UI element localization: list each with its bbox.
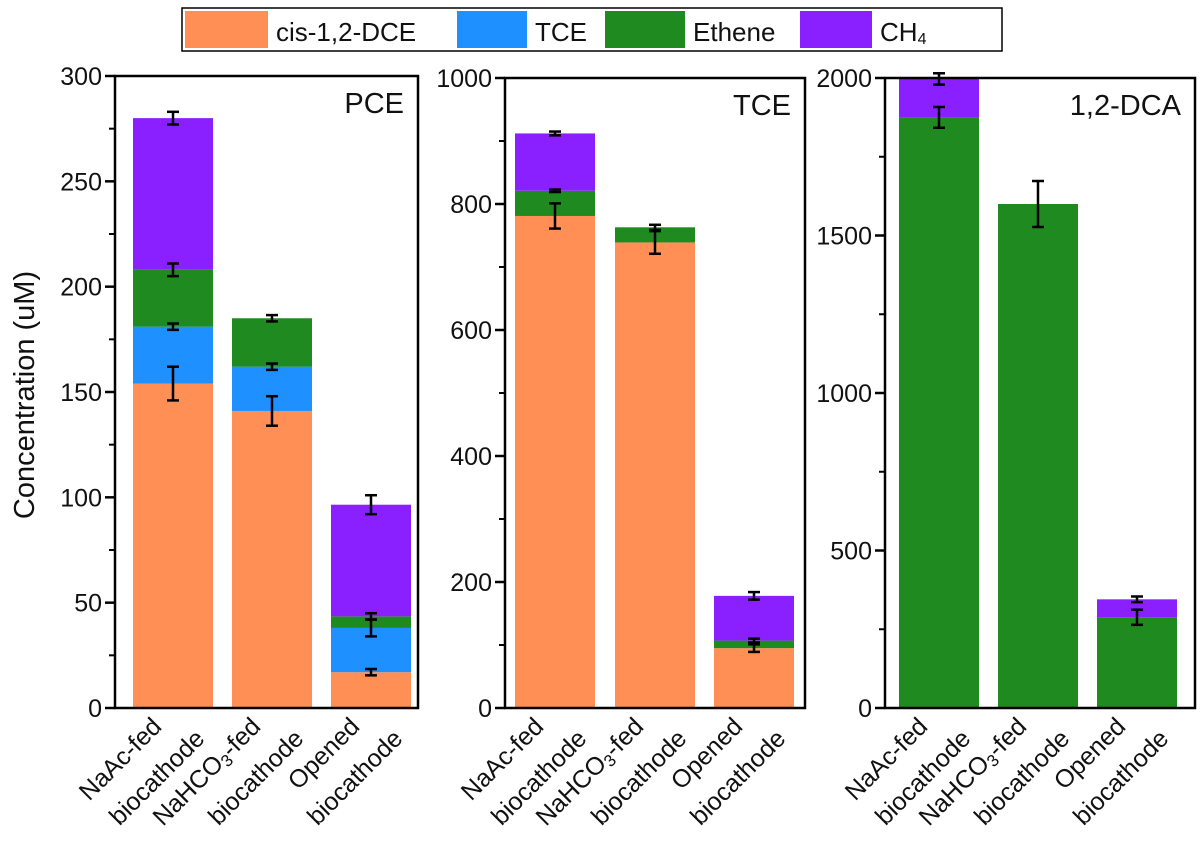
panel-1-2-dca: 05001000150020001,2-DCANaAc-fedbiocathod… [816,65,1197,831]
bar-1-2-dca-cat3-ch4 [1097,599,1177,618]
bar-pce-cat1-ethene [133,269,213,327]
y-tick-label-pce-50: 50 [74,590,102,618]
panel-title-1-2-dca: 1,2-DCA [1070,90,1182,122]
y-tick-label-tce-400: 400 [450,443,492,471]
y-tick-label-pce-250: 250 [60,168,102,196]
error-bar-tce-cat3-cis-1-2-dce [748,643,760,654]
error-bar-tce-cat2-ethene [649,223,661,232]
y-tick-label-pce-0: 0 [88,695,102,723]
bar-pce-cat2-ethene [232,318,312,367]
y-tick-label-pce-300: 300 [60,63,102,91]
legend-item-tce: TCE [457,11,587,48]
legend-swatch-ch4 [800,11,872,48]
y-tick-label-1-2-dca-1000: 1000 [816,380,872,408]
panel-title-tce: TCE [733,90,791,122]
y-tick-label-1-2-dca-2000: 2000 [816,65,872,93]
error-bar-pce-cat2-tce [266,362,278,372]
error-bar-1-2-dca-cat3-ethene [1131,608,1143,627]
legend-item-ch4: CH4 [800,11,927,48]
y-axis-title: Concentration (uM) [9,271,41,519]
panel-title-pce: PCE [344,88,404,120]
y-tick-label-tce-600: 600 [450,317,492,345]
error-bar-pce-cat1-cis-1-2-dce [167,365,179,402]
y-tick-label-pce-100: 100 [60,484,102,512]
error-bar-tce-cat3-ethene [748,637,760,644]
bar-1-2-dca-cat3-ethene [1097,617,1177,708]
bar-pce-cat1-ch4 [133,118,213,270]
bar-pce-cat2-cis-1-2-dce [232,410,312,708]
error-bar-pce-cat2-ethene [266,313,278,323]
error-bar-1-2-dca-cat1-ethene [933,105,945,130]
legend-item-cis-1-2-dce: cis-1,2-DCE [185,11,416,48]
error-bar-tce-cat1-cis-1-2-dce [549,202,561,230]
y-tick-label-tce-200: 200 [450,569,492,597]
y-tick-label-pce-150: 150 [60,379,102,407]
error-bar-1-2-dca-cat2-ethene [1032,179,1044,229]
y-tick-label-1-2-dca-500: 500 [830,538,872,566]
bar-1-2-dca-cat2-ethene [998,204,1078,708]
error-bar-tce-cat1-ethene [549,188,561,194]
legend: cis-1,2-DCE TCE Ethene CH4 [181,7,1003,52]
error-bar-pce-cat1-tce [167,322,179,332]
y-tick-label-tce-1000: 1000 [436,65,492,93]
legend-label-ch4: CH4 [880,17,927,48]
legend-swatch-ethene [605,11,685,48]
legend-label-tce: TCE [535,17,587,47]
bar-pce-cat3-cis-1-2-dce [331,672,411,708]
legend-swatch-tce [457,11,527,48]
error-bar-pce-cat3-cis-1-2-dce [365,667,377,677]
y-tick-label-1-2-dca-1500: 1500 [816,223,872,251]
error-bar-pce-cat2-cis-1-2-dce [266,394,278,427]
panel-pce: 050100150200250300PCENaAc-fedbiocathodeN… [60,63,420,831]
y-tick-label-tce-0: 0 [478,695,492,723]
error-bar-tce-cat3-ch4 [748,590,760,601]
error-bar-1-2-dca-cat3-ch4 [1131,595,1143,604]
error-bar-pce-cat3-ch4 [365,493,377,516]
y-tick-label-pce-200: 200 [60,274,102,302]
bar-tce-cat3-ch4 [714,595,794,641]
bar-tce-cat3-cis-1-2-dce [714,648,794,708]
bar-pce-cat1-cis-1-2-dce [133,383,213,708]
legend-label-cis-1-2-dce: cis-1,2-DCE [276,17,416,47]
legend-item-ethene: Ethene [605,11,775,48]
bar-tce-cat1-cis-1-2-dce [515,215,595,708]
bar-tce-cat1-ch4 [515,133,595,191]
legend-swatch-cis-1-2-dce [185,11,268,48]
bar-1-2-dca-cat1-ethene [899,117,979,708]
legend-label-ethene: Ethene [693,17,775,47]
error-bar-pce-cat1-ethene [167,262,179,278]
panel-tce: 02004006008001000TCENaAc-fedbiocathodeNa… [436,65,807,831]
y-tick-label-1-2-dca-0: 0 [858,695,872,723]
chart-panels: 050100150200250300PCENaAc-fedbiocathodeN… [60,63,1197,831]
bar-tce-cat2-cis-1-2-dce [615,242,695,708]
error-bar-pce-cat1-ch4 [167,110,179,126]
y-tick-label-tce-800: 800 [450,191,492,219]
error-bar-pce-cat3-ethene [365,611,377,621]
bar-pce-cat3-ch4 [331,504,411,617]
error-bar-tce-cat1-ch4 [549,130,561,137]
error-bar-tce-cat2-cis-1-2-dce [649,229,661,256]
